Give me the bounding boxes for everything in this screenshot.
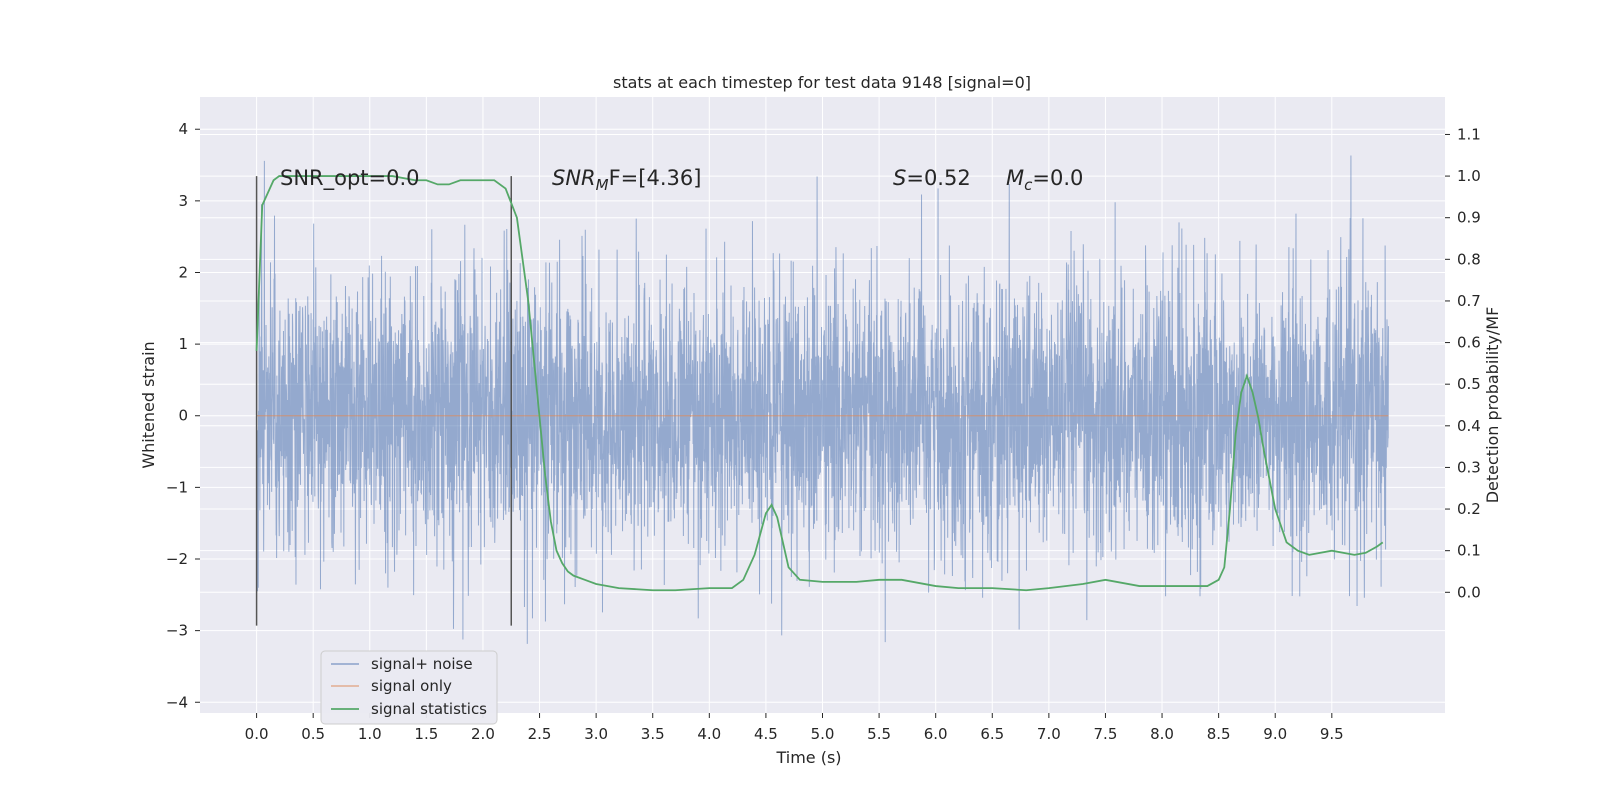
right-y-tick-label: 0.5 [1457,375,1481,393]
y-tick-label: −2 [166,550,188,568]
right-y-tick-label: 1.1 [1457,125,1481,143]
time-markers [255,176,512,626]
snr-mf-subscript: M [596,176,609,194]
right-y-tick-label: 0.2 [1457,500,1481,518]
x-tick-label: 4.0 [697,725,721,743]
right-y-tick-label: 0.7 [1457,292,1481,310]
right-y-tick-label: 0.9 [1457,209,1481,227]
y-tick-label: 4 [178,120,188,138]
x-tick-label: 1.5 [414,725,438,743]
x-tick-label: 7.5 [1094,725,1118,743]
x-tick-label: 9.5 [1320,725,1344,743]
x-tick-label: 0.0 [245,725,269,743]
right-y-tick-label: 0.8 [1457,250,1481,268]
x-tick-label: 7.0 [1037,725,1061,743]
plot-area [200,97,1445,713]
y-tick-label: 2 [178,263,188,281]
mc-variable: M [1006,166,1024,190]
right-y-tick-label: 0.1 [1457,542,1481,560]
y-tick-label: −3 [166,622,188,640]
mc-annotation: Mc=0.0 [1006,166,1083,194]
signal-statistics-line [255,175,1384,592]
snr-mf-value: F=[4.36] [609,166,702,190]
y-tick-label: 3 [178,192,188,210]
mc-value: =0.0 [1032,166,1083,190]
s-annotation: S=0.52 [893,166,971,190]
right-y-tick-label: 1.0 [1457,167,1481,185]
snr-opt-annotation: SNR_opt=0.0 [280,166,420,191]
x-axis-label: Time (s) [775,748,841,767]
x-tick-label: 3.0 [584,725,608,743]
y-axis-label: Whitened strain [139,341,158,468]
snr-mf-annotation: SNRMF=[4.36] [552,166,701,194]
legend-box [320,650,498,725]
x-tick-label: 3.5 [641,725,665,743]
x-tick-label: 6.5 [980,725,1004,743]
y-axis-ticks: −4 −3 −2 −1 0 1 2 3 4 [166,120,200,711]
y-tick-label: 1 [178,335,188,353]
annotations: SNR_opt=0.0 SNRMF=[4.36] S=0.52 Mc=0.0 [280,166,1083,194]
x-tick-label: 1.0 [358,725,382,743]
snr-mf-prefix: SNR [552,166,596,190]
right-y-axis-label: Detection probability/MF [1483,307,1502,504]
signal-noise-line [256,155,1389,644]
legend-noise-label: signal+ noise [371,655,473,673]
mc-subscript: c [1024,176,1033,194]
x-tick-label: 2.5 [528,725,552,743]
legend-signal-label: signal only [371,677,452,695]
y-tick-label: −1 [166,478,188,496]
plot-content [255,155,1389,644]
x-axis-ticks: 0.0 0.5 1.0 1.5 2.0 2.5 3.0 3.5 4.0 4.5 5.0 5.5 6.0 6… [245,713,1344,743]
x-tick-label: 8.0 [1150,725,1174,743]
y-tick-label: −4 [166,693,188,711]
s-value: =0.52 [906,166,970,190]
legend: signal+ noise signal only signal statist… [320,650,498,725]
right-y-axis-ticks: 0.0 0.1 0.2 0.3 0.4 0.5 0.6 0.7 0.8 0.9 1.0 1.1 [1445,125,1481,601]
legend-statistics-label: signal statistics [371,700,487,718]
x-tick-label: 6.0 [924,725,948,743]
x-tick-label: 5.0 [811,725,835,743]
right-y-tick-label: 0.0 [1457,583,1481,601]
x-tick-label: 5.5 [867,725,891,743]
y-tick-label: 0 [178,407,188,425]
x-tick-label: 2.0 [471,725,495,743]
chart-title: stats at each timestep for test data 914… [613,73,1031,92]
x-tick-label: 0.5 [301,725,325,743]
right-y-tick-label: 0.3 [1457,458,1481,476]
x-tick-label: 4.5 [754,725,778,743]
s-variable: S [893,166,906,190]
x-tick-label: 8.5 [1207,725,1231,743]
right-y-tick-label: 0.6 [1457,334,1481,352]
right-y-tick-label: 0.4 [1457,417,1481,435]
x-tick-label: 9.0 [1263,725,1287,743]
